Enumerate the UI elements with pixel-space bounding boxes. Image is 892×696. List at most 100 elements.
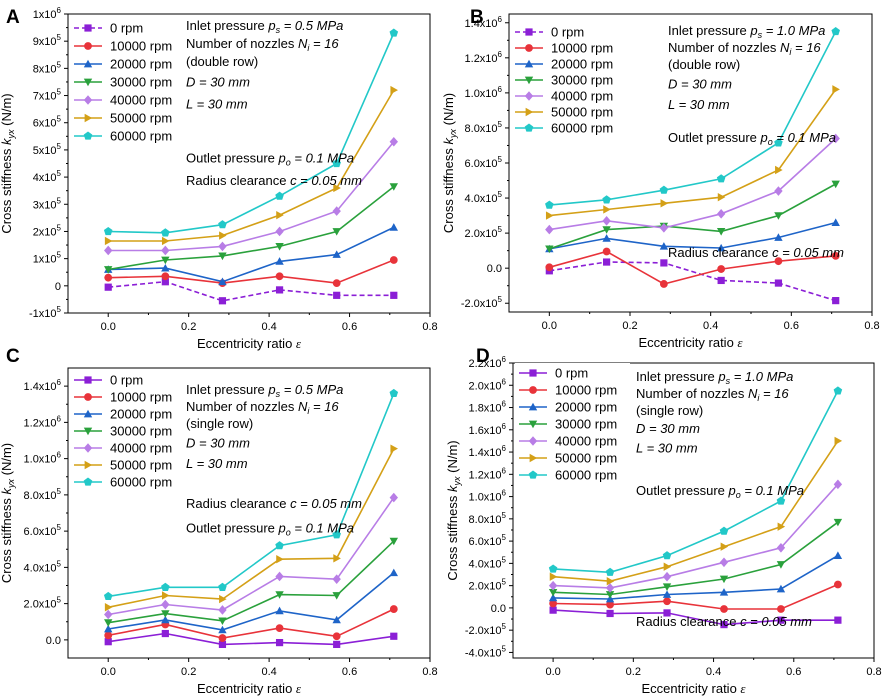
data-point xyxy=(332,615,341,624)
series-line xyxy=(553,390,839,574)
legend-marker xyxy=(525,44,533,52)
data-point xyxy=(332,250,341,258)
data-point xyxy=(659,185,669,194)
data-point xyxy=(389,605,398,613)
legend-marker xyxy=(528,420,538,429)
annotation: (single row) xyxy=(186,416,253,431)
data-point xyxy=(389,492,398,503)
data-point xyxy=(333,640,341,649)
data-point xyxy=(602,216,611,226)
data-point xyxy=(717,276,725,285)
legend-marker xyxy=(83,59,93,68)
series-line xyxy=(108,185,395,271)
data-point xyxy=(218,297,227,305)
series-line xyxy=(549,31,837,206)
legend-marker xyxy=(524,59,534,68)
chart-panel-c: C 0.0 0.2 0.4 0.6 0.8 0.0 2.0x105 4.0x105 6.0x105… xyxy=(0,346,438,696)
data-point xyxy=(662,590,672,598)
annotation: Outlet pressure po = 0.1 MPa xyxy=(668,130,836,147)
data-point xyxy=(332,279,341,287)
data-point xyxy=(716,209,726,219)
legend-entry: 20000 rpm xyxy=(110,57,172,72)
legend-entry: 30000 rpm xyxy=(551,73,613,88)
legend-entry: 50000 rpm xyxy=(110,458,172,473)
legend-marker xyxy=(528,436,538,446)
data-point xyxy=(603,258,611,266)
data-point xyxy=(275,571,284,582)
legend-entry: 50000 rpm xyxy=(110,111,172,126)
data-point xyxy=(390,632,398,640)
data-point xyxy=(161,256,170,265)
data-point xyxy=(833,518,843,527)
data-point xyxy=(161,236,170,246)
series-60000-rpm xyxy=(103,28,399,237)
data-point xyxy=(275,257,284,265)
annotation: L = 30 mm xyxy=(668,97,730,112)
series-line xyxy=(553,521,839,596)
data-point xyxy=(602,234,611,242)
data-point xyxy=(161,615,170,624)
y-tick-label: 2x105 xyxy=(33,223,62,238)
panel-letter: C xyxy=(6,346,20,367)
data-point xyxy=(218,582,227,591)
legend-marker xyxy=(525,107,534,117)
series-line xyxy=(108,393,395,598)
series-line xyxy=(549,250,836,285)
data-point xyxy=(777,522,786,531)
y-tick-label: 0.0 xyxy=(487,263,502,275)
x-axis-label: Eccentricity ratio ε xyxy=(197,681,302,696)
legend-entry: 60000 rpm xyxy=(110,475,172,490)
data-point xyxy=(104,624,113,633)
series-line xyxy=(108,608,395,639)
panel-letter: D xyxy=(476,346,490,367)
series-line xyxy=(108,32,395,234)
y-tick-label: 7x105 xyxy=(33,88,62,103)
data-point xyxy=(775,165,783,175)
annotation: D = 30 mm xyxy=(186,436,250,451)
annotation: Number of nozzles Ni = 16 xyxy=(636,386,789,403)
data-point xyxy=(104,631,113,640)
y-tick-label: 1.8x106 xyxy=(469,400,507,415)
data-point xyxy=(832,297,840,305)
data-point xyxy=(831,218,840,226)
data-point xyxy=(218,640,227,649)
legend-marker xyxy=(529,369,537,377)
legend-entry: 30000 rpm xyxy=(110,424,172,439)
data-point xyxy=(834,616,842,624)
data-point xyxy=(776,561,786,569)
data-point xyxy=(389,136,398,147)
y-tick-label: 5x105 xyxy=(33,142,62,157)
data-point xyxy=(774,212,783,220)
data-point xyxy=(659,242,669,250)
data-point xyxy=(390,444,398,453)
legend-entry: 0 rpm xyxy=(555,366,588,381)
series-line xyxy=(553,609,838,626)
data-point xyxy=(662,551,672,560)
series-line xyxy=(549,221,836,250)
x-tick-label: 0.6 xyxy=(786,666,801,678)
x-tick-label: 0.0 xyxy=(542,320,557,332)
data-point xyxy=(777,616,785,624)
data-point xyxy=(275,272,284,281)
data-point xyxy=(161,582,170,591)
series-0-rpm xyxy=(104,629,398,649)
series-30000-rpm xyxy=(548,518,843,599)
data-point xyxy=(275,638,284,647)
x-tick-label: 0.0 xyxy=(545,666,560,678)
y-tick-label: 6.0x105 xyxy=(24,523,62,538)
y-axis-label: Cross stiffness kyx (N/m) xyxy=(0,443,16,583)
annotation: (double row) xyxy=(668,57,740,72)
series-0-rpm xyxy=(104,278,398,305)
data-point xyxy=(219,594,227,604)
series-50000-rpm xyxy=(545,85,840,220)
y-tick-label: 4.0x105 xyxy=(24,559,62,574)
series-20000-rpm xyxy=(548,551,843,603)
series-line xyxy=(549,261,836,302)
annotation: Outlet pressure po = 0.1 MPa xyxy=(186,150,354,167)
data-point xyxy=(834,436,843,446)
data-point xyxy=(161,228,170,237)
legend-marker xyxy=(524,91,534,101)
legend-entry: 40000 rpm xyxy=(551,89,613,104)
annotation: Radius clearance c = 0.05 mm xyxy=(186,173,362,188)
annotation: Number of nozzles Ni = 16 xyxy=(668,40,821,57)
